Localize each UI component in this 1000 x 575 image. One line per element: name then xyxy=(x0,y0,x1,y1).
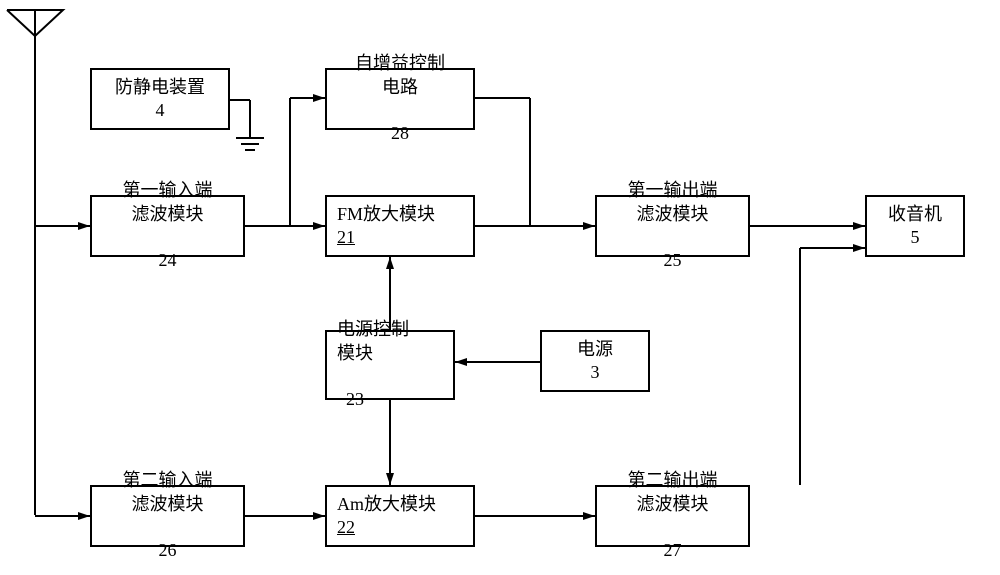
label2: 模块 23 xyxy=(337,342,373,412)
label2: 滤波模块 27 xyxy=(637,493,709,563)
label1: 第二输出端 xyxy=(628,469,718,492)
label2-text: 滤波模块 xyxy=(637,203,709,226)
label: 防静电装置 xyxy=(115,76,205,99)
num: 4 xyxy=(156,99,165,122)
block-agc: 自增益控制 电路 28 xyxy=(325,68,475,130)
num: 28 xyxy=(382,122,418,145)
block-first-in-filter: 第一输入端 滤波模块 24 xyxy=(90,195,245,257)
block-radio: 收音机 5 xyxy=(865,195,965,257)
label2: 电路 28 xyxy=(382,76,418,146)
block-antistatic: 防静电装置 4 xyxy=(90,68,230,130)
label: 收音机 xyxy=(888,203,942,226)
block-first-out-filter: 第一输出端 滤波模块 25 xyxy=(595,195,750,257)
label2: 滤波模块 25 xyxy=(637,203,709,273)
num: 21 xyxy=(337,226,355,249)
num: 3 xyxy=(591,361,600,384)
label1: 自增益控制 xyxy=(355,52,445,75)
block-fm-amp: FM放大模块 21 xyxy=(325,195,475,257)
label2: 滤波模块 26 xyxy=(132,493,204,563)
label2-text: 电路 xyxy=(382,76,418,99)
label2-text: 滤波模块 xyxy=(132,203,204,226)
label1: 第二输入端 xyxy=(123,469,213,492)
block-power: 电源 3 xyxy=(540,330,650,392)
label2-text: 滤波模块 xyxy=(637,493,709,516)
num: 23 xyxy=(337,388,373,411)
label2-text: 模块 xyxy=(337,342,373,365)
num: 25 xyxy=(637,249,709,272)
block-am-amp: Am放大模块 22 xyxy=(325,485,475,547)
label2: 滤波模块 24 xyxy=(132,203,204,273)
num: 22 xyxy=(337,516,355,539)
label1: 第一输出端 xyxy=(628,179,718,202)
label1: 第一输入端 xyxy=(123,179,213,202)
num: 26 xyxy=(132,539,204,562)
num: 27 xyxy=(637,539,709,562)
label1: 电源控制 xyxy=(337,318,409,341)
num: 5 xyxy=(911,226,920,249)
num: 24 xyxy=(132,249,204,272)
label2-text: 滤波模块 xyxy=(132,493,204,516)
block-power-ctrl: 电源控制 模块 23 xyxy=(325,330,455,400)
block-second-in-filter: 第二输入端 滤波模块 26 xyxy=(90,485,245,547)
label: FM放大模块 xyxy=(337,203,435,226)
block-second-out-filter: 第二输出端 滤波模块 27 xyxy=(595,485,750,547)
label: Am放大模块 xyxy=(337,493,436,516)
label: 电源 xyxy=(577,338,613,361)
diagram-canvas: 防静电装置 4 自增益控制 电路 28 第一输入端 滤波模块 24 FM放大模块… xyxy=(0,0,1000,575)
